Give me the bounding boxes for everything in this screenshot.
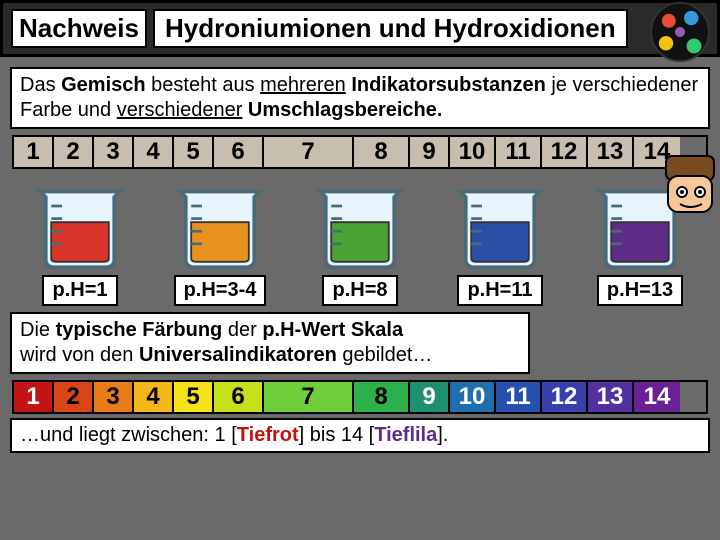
ph-scale-cell: 3 — [94, 137, 134, 167]
t: mehreren — [260, 74, 346, 96]
t: Indikatorsubstanzen — [351, 74, 545, 96]
ph-scale-cell: 6 — [214, 137, 264, 167]
mid-panel: Die typische Färbung der p.H-Wert Skala … — [10, 312, 530, 374]
t: typische Färbung — [56, 319, 223, 341]
ph-scale-cell: 4 — [134, 382, 174, 412]
ph-scale-cell: 14 — [634, 382, 680, 412]
ph-scale-cell: 10 — [450, 137, 496, 167]
beaker: p.H=3-4 — [160, 179, 280, 306]
t: ]. — [437, 424, 448, 446]
ph-label: p.H=1 — [42, 275, 117, 306]
ph-scale-cell: 1 — [14, 382, 54, 412]
tiefrot-label: Tiefrot — [237, 424, 299, 446]
ph-label: p.H=3-4 — [174, 275, 267, 306]
t: Die — [20, 319, 56, 341]
ph-scale-cell: 1 — [14, 137, 54, 167]
ph-label: p.H=13 — [597, 275, 683, 306]
ph-scale-cell: 7 — [264, 137, 354, 167]
ph-label: p.H=11 — [457, 275, 542, 306]
t: wird von den — [20, 344, 139, 366]
ph-scale-bottom: 1234567891011121314 — [12, 380, 708, 414]
beaker: p.H=8 — [300, 179, 420, 306]
beaker-icon — [175, 179, 265, 269]
ph-scale-cell: 11 — [496, 382, 542, 412]
ph-scale-cell: 4 — [134, 137, 174, 167]
beaker-icon — [315, 179, 405, 269]
tieflila-label: Tieflila — [374, 424, 437, 446]
t: verschiedener — [117, 99, 243, 121]
t: besteht aus — [146, 74, 261, 96]
outro-panel: …und liegt zwischen: 1 [Tiefrot] bis 14 … — [10, 418, 710, 453]
ph-scale-cell: 5 — [174, 382, 214, 412]
mascot-icon — [658, 152, 720, 224]
ph-scale-cell: 12 — [542, 382, 588, 412]
ph-scale-cell: 8 — [354, 137, 410, 167]
t: Gemisch — [61, 74, 145, 96]
ph-scale-cell: 11 — [496, 137, 542, 167]
ph-scale-cell: 5 — [174, 137, 214, 167]
t: …und liegt zwischen: 1 [ — [20, 424, 237, 446]
ph-scale-cell: 13 — [588, 382, 634, 412]
beaker: p.H=11 — [440, 179, 560, 306]
ph-scale-cell: 2 — [54, 382, 94, 412]
t: ] bis 14 [ — [299, 424, 375, 446]
t: Das — [20, 74, 61, 96]
ph-scale-cell: 9 — [410, 382, 450, 412]
ph-scale-cell: 7 — [264, 382, 354, 412]
ph-scale-cell: 8 — [354, 382, 410, 412]
t: Universalindikatoren — [139, 344, 337, 366]
t: der — [222, 319, 262, 341]
intro-panel: Das Gemisch besteht aus mehreren Indikat… — [10, 67, 710, 129]
header-title: Hydroniumionen und Hydroxidionen — [153, 9, 628, 48]
ph-scale-top: 1234567891011121314 — [12, 135, 708, 169]
ph-scale-cell: 9 — [410, 137, 450, 167]
header-badge: Nachweis — [11, 9, 147, 48]
ph-scale-cell: 2 — [54, 137, 94, 167]
t: gebildet… — [337, 344, 433, 366]
beaker: p.H=1 — [20, 179, 140, 306]
beaker-row: p.H=1 p.H=3-4 p.H=8 — [10, 179, 710, 306]
intro-text: Das Gemisch besteht aus mehreren Indikat… — [20, 74, 698, 121]
logo-icon — [650, 2, 710, 62]
header-bar: Nachweis Hydroniumionen und Hydroxidione… — [0, 0, 720, 57]
ph-scale-cell: 12 — [542, 137, 588, 167]
t: p.H-Wert Skala — [262, 319, 403, 341]
ph-label: p.H=8 — [322, 275, 397, 306]
ph-scale-cell: 6 — [214, 382, 264, 412]
beaker-icon — [455, 179, 545, 269]
ph-scale-cell: 10 — [450, 382, 496, 412]
ph-scale-cell: 13 — [588, 137, 634, 167]
beaker-icon — [35, 179, 125, 269]
t: Umschlagsbereiche. — [248, 99, 443, 121]
ph-scale-cell: 3 — [94, 382, 134, 412]
